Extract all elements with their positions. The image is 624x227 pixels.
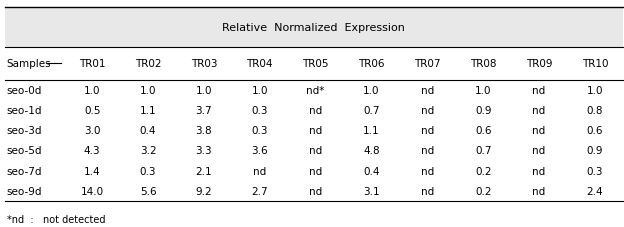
Text: Relative  Normalized  Expression: Relative Normalized Expression bbox=[222, 23, 406, 33]
Text: nd*: nd* bbox=[306, 86, 324, 96]
Text: TR08: TR08 bbox=[470, 59, 496, 69]
Text: 9.2: 9.2 bbox=[195, 186, 212, 196]
Text: seo-0d: seo-0d bbox=[7, 86, 42, 96]
Text: 0.6: 0.6 bbox=[587, 126, 603, 136]
Text: seo-7d: seo-7d bbox=[7, 166, 42, 176]
Text: 0.4: 0.4 bbox=[140, 126, 156, 136]
Text: nd: nd bbox=[532, 126, 545, 136]
Text: nd: nd bbox=[532, 146, 545, 156]
Text: nd: nd bbox=[532, 186, 545, 196]
Text: nd: nd bbox=[309, 106, 322, 116]
Text: 1.4: 1.4 bbox=[84, 166, 100, 176]
Text: 0.2: 0.2 bbox=[475, 186, 491, 196]
Text: 0.2: 0.2 bbox=[475, 166, 491, 176]
Text: 1.0: 1.0 bbox=[84, 86, 100, 96]
Text: nd: nd bbox=[532, 106, 545, 116]
Text: 3.3: 3.3 bbox=[195, 146, 212, 156]
Text: TR06: TR06 bbox=[358, 59, 384, 69]
Text: TR01: TR01 bbox=[79, 59, 105, 69]
Text: nd: nd bbox=[421, 106, 434, 116]
Text: 1.1: 1.1 bbox=[140, 106, 157, 116]
Text: TR09: TR09 bbox=[526, 59, 552, 69]
Text: 0.6: 0.6 bbox=[475, 126, 491, 136]
Text: 0.4: 0.4 bbox=[363, 166, 379, 176]
Text: 14.0: 14.0 bbox=[80, 186, 104, 196]
Text: 0.9: 0.9 bbox=[475, 106, 491, 116]
Text: nd: nd bbox=[309, 186, 322, 196]
Text: nd: nd bbox=[309, 126, 322, 136]
Text: 2.1: 2.1 bbox=[195, 166, 212, 176]
Text: 0.5: 0.5 bbox=[84, 106, 100, 116]
Text: nd: nd bbox=[309, 166, 322, 176]
Text: nd: nd bbox=[309, 146, 322, 156]
Text: TR02: TR02 bbox=[135, 59, 161, 69]
Text: 2.4: 2.4 bbox=[587, 186, 603, 196]
Text: 0.3: 0.3 bbox=[251, 106, 268, 116]
Text: 0.7: 0.7 bbox=[363, 106, 379, 116]
Text: TR04: TR04 bbox=[246, 59, 273, 69]
Text: 4.3: 4.3 bbox=[84, 146, 100, 156]
Text: 4.8: 4.8 bbox=[363, 146, 380, 156]
Text: 1.0: 1.0 bbox=[587, 86, 603, 96]
Text: TR03: TR03 bbox=[191, 59, 217, 69]
Text: seo-1d: seo-1d bbox=[7, 106, 42, 116]
Text: 1.0: 1.0 bbox=[196, 86, 212, 96]
Text: nd: nd bbox=[421, 186, 434, 196]
Text: 1.0: 1.0 bbox=[140, 86, 156, 96]
Text: 1.0: 1.0 bbox=[363, 86, 379, 96]
FancyBboxPatch shape bbox=[5, 8, 623, 48]
Text: seo-5d: seo-5d bbox=[7, 146, 42, 156]
Text: 1.1: 1.1 bbox=[363, 126, 380, 136]
Text: nd: nd bbox=[421, 86, 434, 96]
Text: TR05: TR05 bbox=[303, 59, 329, 69]
Text: 1.0: 1.0 bbox=[475, 86, 491, 96]
Text: 3.8: 3.8 bbox=[195, 126, 212, 136]
Text: TR07: TR07 bbox=[414, 59, 441, 69]
Text: 3.1: 3.1 bbox=[363, 186, 380, 196]
Text: nd: nd bbox=[253, 166, 266, 176]
Text: seo-9d: seo-9d bbox=[7, 186, 42, 196]
Text: nd: nd bbox=[421, 126, 434, 136]
Text: 0.3: 0.3 bbox=[587, 166, 603, 176]
Text: seo-3d: seo-3d bbox=[7, 126, 42, 136]
Text: *nd  :   not detected: *nd : not detected bbox=[7, 215, 105, 225]
Text: TR10: TR10 bbox=[582, 59, 608, 69]
Text: 0.9: 0.9 bbox=[587, 146, 603, 156]
Text: 3.6: 3.6 bbox=[251, 146, 268, 156]
Text: 0.3: 0.3 bbox=[251, 126, 268, 136]
Text: nd: nd bbox=[532, 86, 545, 96]
Text: nd: nd bbox=[532, 166, 545, 176]
Text: nd: nd bbox=[421, 166, 434, 176]
Text: 0.7: 0.7 bbox=[475, 146, 491, 156]
Text: 3.0: 3.0 bbox=[84, 126, 100, 136]
Text: 3.2: 3.2 bbox=[140, 146, 157, 156]
Text: 0.3: 0.3 bbox=[140, 166, 156, 176]
Text: 1.0: 1.0 bbox=[251, 86, 268, 96]
Text: 2.7: 2.7 bbox=[251, 186, 268, 196]
Text: 3.7: 3.7 bbox=[195, 106, 212, 116]
Text: 5.6: 5.6 bbox=[140, 186, 157, 196]
Text: Samples: Samples bbox=[7, 59, 52, 69]
Text: nd: nd bbox=[421, 146, 434, 156]
Text: 0.8: 0.8 bbox=[587, 106, 603, 116]
